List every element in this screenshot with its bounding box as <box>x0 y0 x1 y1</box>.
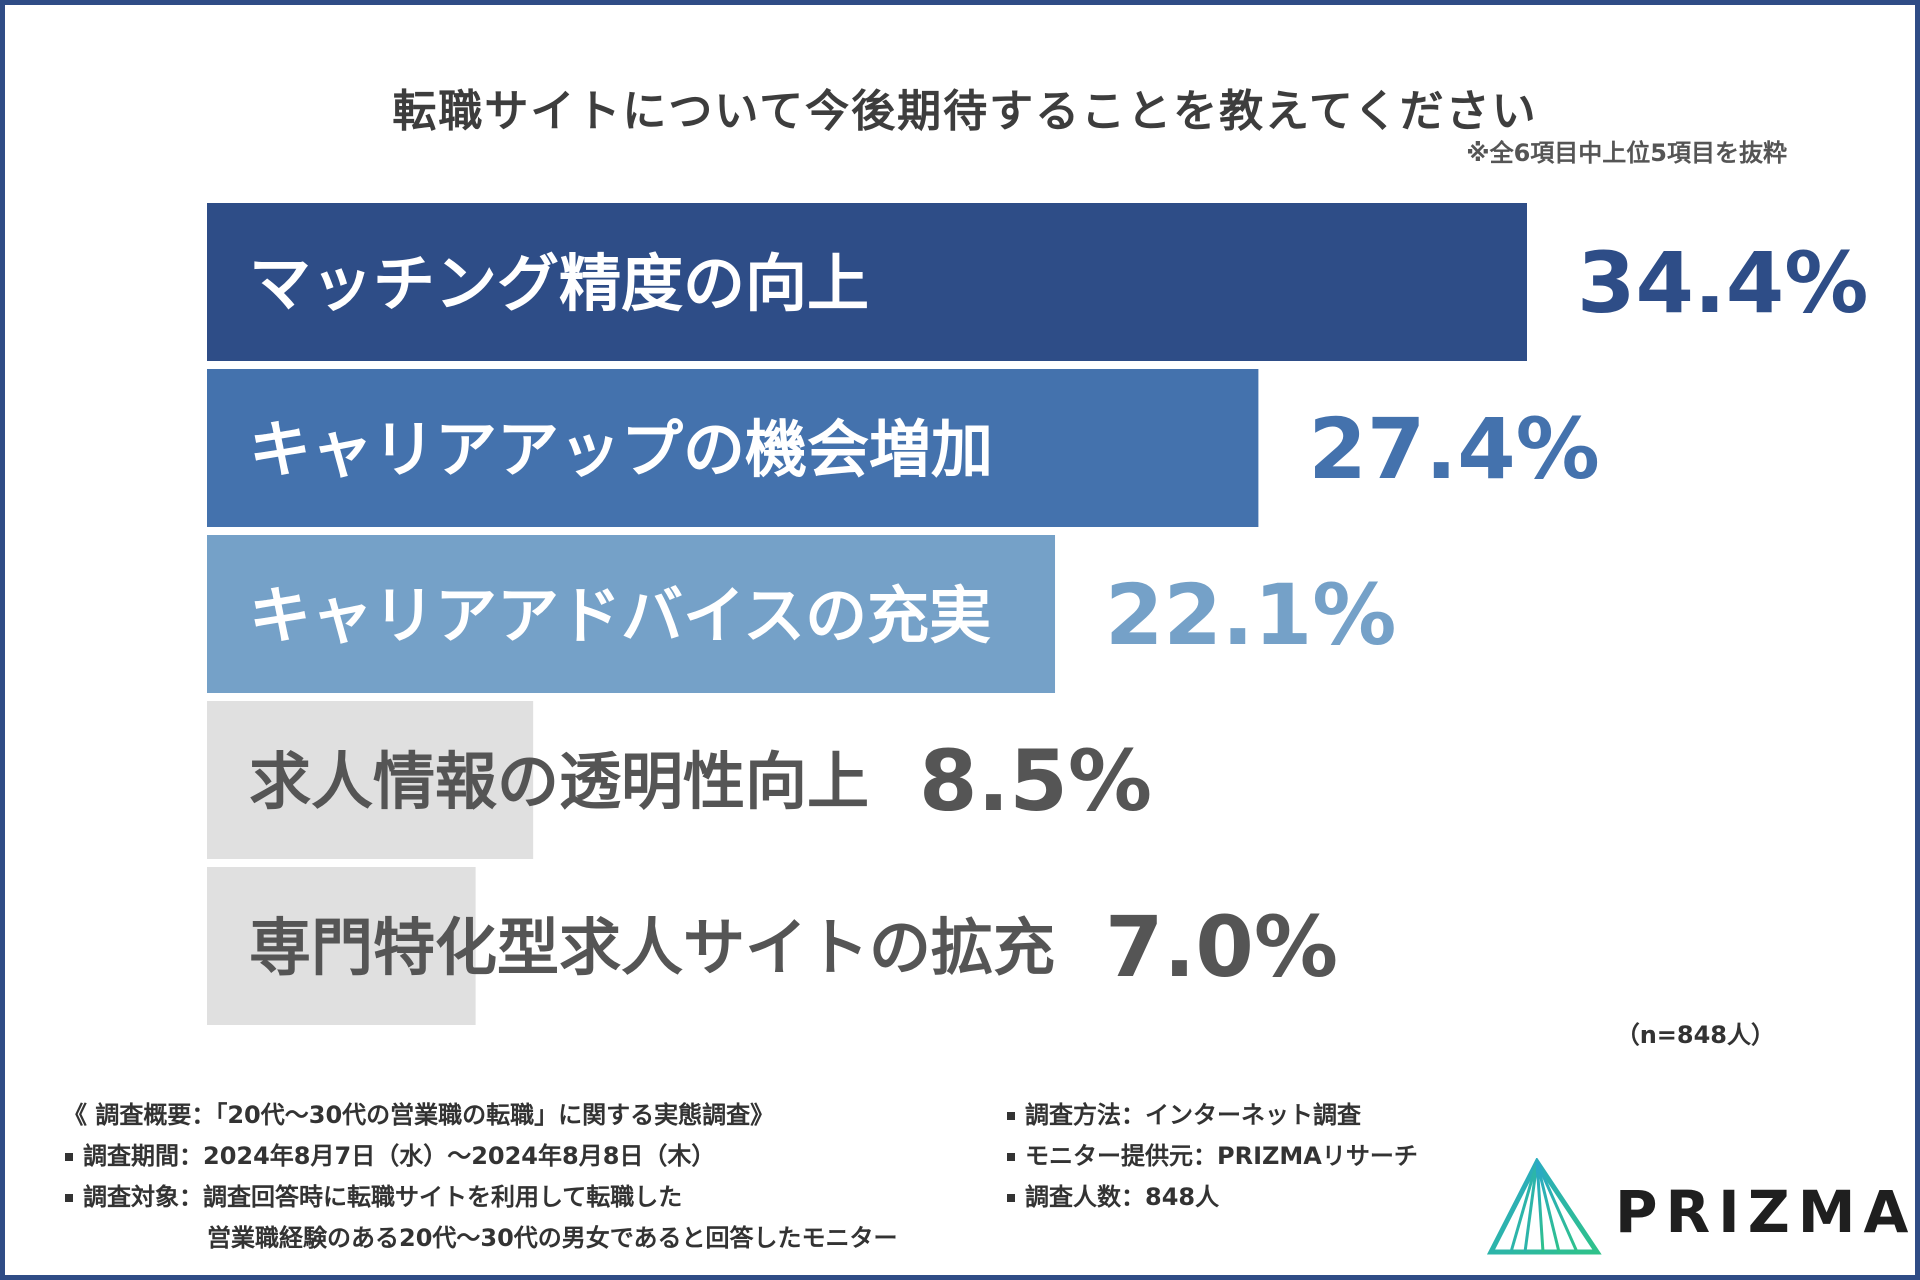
survey-method-text: 調査方法：インターネット調査 <box>1025 1101 1361 1129</box>
survey-method: 調査方法：インターネット調査 モニター提供元：PRIZMAリサーチ 調査人数：8… <box>1005 1095 1525 1218</box>
survey-heading: 《 調査概要：「20代〜30代の営業職の転職」に関する実態調査》 <box>63 1101 775 1129</box>
value-label-4: 8.5% <box>919 732 1152 830</box>
category-label-4: 求人情報の透明性向上 <box>249 745 869 818</box>
bullet-icon <box>65 1153 73 1161</box>
bar-4 <box>207 701 534 859</box>
prizma-prism-icon <box>1487 1158 1602 1255</box>
bar-3 <box>207 535 1056 693</box>
bar-2 <box>207 369 1259 527</box>
survey-period: 調査期間：2024年8月7日（水）〜2024年8月8日（木） <box>63 1136 993 1177</box>
prizma-logo: PRIZMA <box>1487 1158 1908 1256</box>
chart-title: 転職サイトについて今後期待することを教えてください <box>392 86 1538 137</box>
survey-method-line: 調査方法：インターネット調査 <box>1005 1095 1525 1136</box>
bar-5 <box>207 867 476 1025</box>
bullet-icon <box>1007 1153 1015 1161</box>
category-label-3: キャリアアドバイスの充実 <box>249 579 991 652</box>
survey-target-text: 調査対象：調査回答時に転職サイトを利用して転職した <box>83 1183 683 1211</box>
bullet-icon <box>1007 1194 1015 1202</box>
logo-text: PRIZMA <box>1615 1178 1917 1246</box>
value-label-5: 7.0% <box>1105 898 1338 996</box>
bullet-icon <box>1007 1112 1015 1120</box>
survey-provider-line: モニター提供元：PRIZMAリサーチ <box>1005 1136 1525 1177</box>
category-label-5: 専門特化型求人サイトの拡充 <box>249 911 1055 984</box>
survey-target-continued: 営業職経験のある20代〜30代の男女であると回答したモニター <box>207 1224 898 1252</box>
survey-overview: 《 調査概要：「20代〜30代の営業職の転職」に関する実態調査》 調査期間：20… <box>63 1095 993 1259</box>
bar-1 <box>207 203 1527 361</box>
survey-target: 調査対象：調査回答時に転職サイトを利用して転職した <box>63 1177 993 1218</box>
subset-note: ※全6項目中上位5項目を抜粋 <box>1466 139 1787 167</box>
category-label-1: マッチング精度の向上 <box>249 247 869 320</box>
bar-chart: マッチング精度の向上 34.4% キャリアアップの機会増加 27.4% キャリアアドバイ… <box>207 203 1868 1025</box>
value-label-1: 34.4% <box>1577 234 1868 332</box>
sample-size: （n=848人） <box>1615 1021 1775 1049</box>
category-label-2: キャリアアップの機会増加 <box>249 413 993 486</box>
survey-count-line: 調査人数：848人 <box>1005 1177 1525 1218</box>
survey-provider-text: モニター提供元：PRIZMAリサーチ <box>1025 1142 1418 1170</box>
survey-count-text: 調査人数：848人 <box>1025 1183 1220 1211</box>
value-label-2: 27.4% <box>1308 400 1599 498</box>
value-label-3: 22.1% <box>1105 566 1396 664</box>
survey-period-text: 調査期間：2024年8月7日（水）〜2024年8月8日（木） <box>83 1142 716 1170</box>
bullet-icon <box>65 1194 73 1202</box>
